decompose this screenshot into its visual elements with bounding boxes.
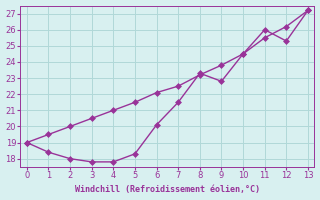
X-axis label: Windchill (Refroidissement éolien,°C): Windchill (Refroidissement éolien,°C) bbox=[75, 185, 260, 194]
